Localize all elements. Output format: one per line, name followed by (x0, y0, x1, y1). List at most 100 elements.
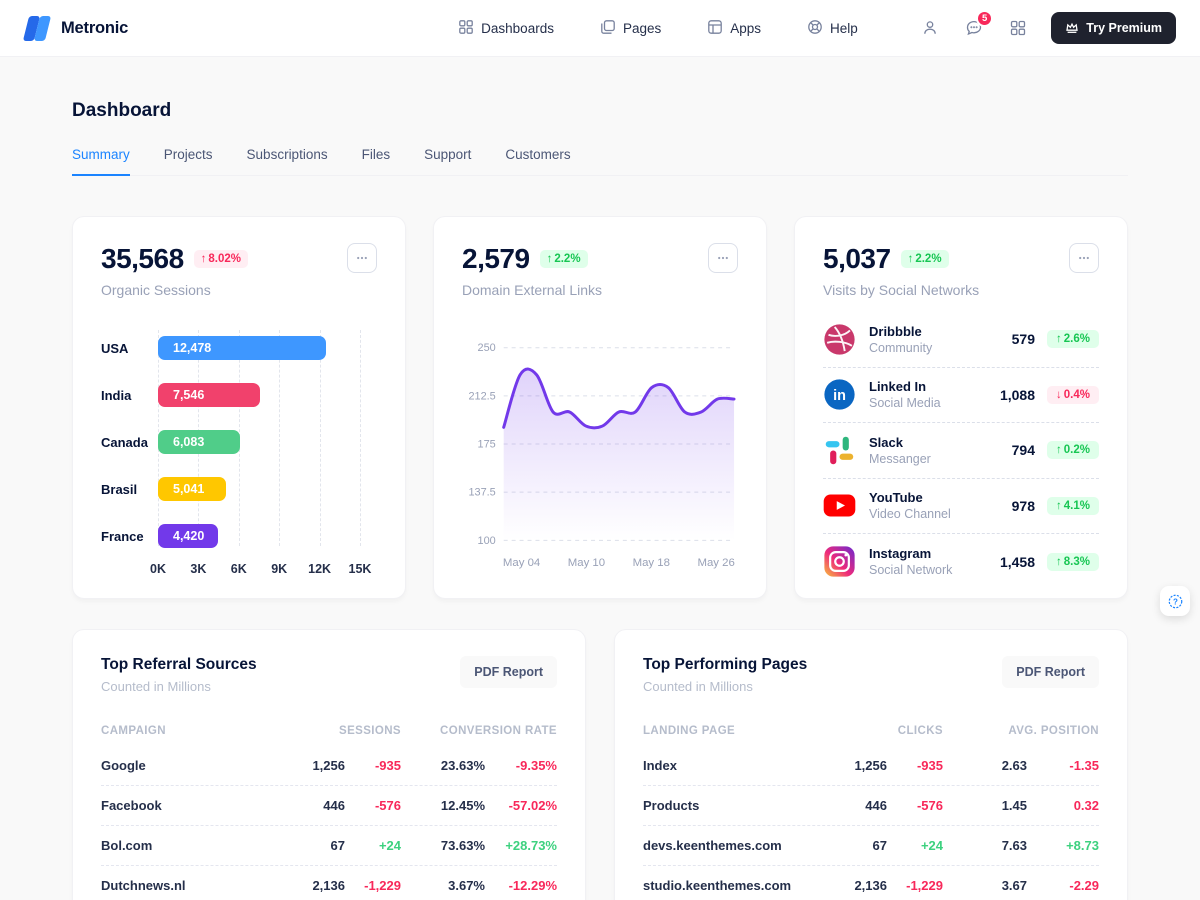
social-2-delta-badge: ↑ 0.2% (1047, 441, 1099, 460)
x-axis-tick: 0K (150, 562, 166, 576)
trend-arrow-icon: ↑ (1056, 333, 1062, 346)
table-title: Top Referral Sources (101, 656, 257, 673)
row-value-2: 12.45% (440, 798, 485, 813)
x-axis-tick: 15K (348, 562, 372, 576)
domain-links-delta-badge: ↑ 2.2% (539, 250, 588, 268)
social-name: Slack (869, 434, 903, 450)
youtube-icon (823, 489, 856, 522)
tab-customers[interactable]: Customers (505, 147, 571, 162)
social-name: YouTube (869, 490, 923, 506)
trend-arrow-icon: ↓ (1056, 388, 1062, 401)
row-value-1: 1,256 (312, 758, 345, 773)
row-value-2: 7.63 (1001, 838, 1027, 853)
row-name: studio.keenthemes.com (643, 878, 792, 893)
table-row: Products 446 -576 1.45 0.32 (643, 786, 1099, 826)
row-delta-1: -576 (374, 798, 401, 813)
trend-arrow-icon: ↑ (1056, 444, 1062, 457)
social-visits-value: 5,037 (823, 243, 891, 274)
row-value-2: 2.63 (1001, 758, 1027, 773)
row-value-1: 446 (323, 798, 345, 813)
domain-links-label: Domain External Links (462, 282, 603, 298)
nav-item-dashboards[interactable]: Dashboards (458, 19, 554, 38)
bar-row-india: India 7,546 (101, 383, 377, 407)
row-value-1: 2,136 (854, 878, 887, 893)
crown-icon (1066, 22, 1079, 33)
trend-arrow-icon: ↑ (907, 253, 914, 265)
tab-subscriptions[interactable]: Subscriptions (246, 147, 328, 162)
tab-projects[interactable]: Projects (163, 147, 213, 162)
svg-text:May 10: May 10 (568, 557, 605, 569)
apps-grid-icon[interactable] (1007, 17, 1029, 39)
messages-icon[interactable]: 5 (963, 10, 994, 39)
linkedin-icon: in (823, 378, 856, 411)
card-menu-button[interactable] (1069, 243, 1099, 273)
card-menu-button[interactable] (708, 243, 738, 273)
trend-arrow-icon: ↑ (200, 253, 207, 265)
x-axis-tick: 6K (230, 562, 247, 576)
x-axis-tick: 3K (190, 562, 207, 576)
table-subtitle: Counted in Millions (101, 679, 211, 694)
row-value-2: 3.67 (1001, 878, 1027, 893)
table-row: Index 1,256 -935 2.63 -1.35 (643, 746, 1099, 786)
row-delta-2: 0.32 (1073, 798, 1099, 813)
tab-support[interactable]: Support (424, 147, 472, 162)
bar-category-label: India (101, 387, 132, 403)
social-category: Community (869, 340, 933, 355)
row-value-1: 67 (330, 838, 345, 853)
pdf-report-button[interactable]: PDF Report (1002, 656, 1099, 688)
row-value-2: 1.45 (1001, 798, 1027, 813)
bar-chart-x-axis: 0K 3K 6K 9K 12K 15K (150, 562, 371, 578)
user-icon[interactable] (919, 17, 941, 39)
social-1-delta-badge: ↓ 0.4% (1047, 385, 1099, 404)
social-4-delta-badge: ↑ 8.3% (1047, 552, 1099, 571)
social-value: 1,458 (999, 553, 1035, 570)
row-delta-1: +24 (378, 838, 401, 853)
row-delta-2: +28.73% (505, 838, 557, 853)
row-name: Facebook (101, 798, 162, 813)
instagram-icon (823, 545, 856, 578)
trend-arrow-icon: ↑ (546, 253, 553, 265)
row-name: Bol.com (101, 838, 153, 853)
bar-brasil: 5,041 (158, 477, 226, 501)
domain-links-line-chart: 250 212.5 175 137.5 100 May 04 May 10 May 18 May… (462, 324, 738, 572)
nav-item-apps[interactable]: Apps (707, 19, 761, 38)
top-navbar: Metronic Dashboards Pages Apps Help 5 Try P… (0, 0, 1200, 57)
row-value-2: 73.63% (440, 838, 485, 853)
nav-item-label: Help (830, 20, 858, 36)
dribbble-icon (823, 323, 856, 356)
bar-row-canada: Canada 6,083 (101, 430, 377, 454)
row-name: devs.keenthemes.com (643, 838, 782, 853)
organic-sessions-card: 35,568 ↑ 8.02% Organic Sessions USA 12,478… (72, 216, 406, 599)
floating-help-button[interactable]: ? (1160, 586, 1190, 616)
tab-summary[interactable]: Summary (72, 147, 130, 176)
country-bar-chart: USA 12,478 India 7,546 Canada 6,083 Brasil 5,04… (101, 330, 377, 578)
row-name: Index (643, 758, 677, 773)
nav-item-pages[interactable]: Pages (600, 19, 661, 38)
try-premium-button[interactable]: Try Premium (1051, 12, 1176, 44)
row-value-1: 2,136 (312, 878, 345, 893)
bar-category-label: Canada (101, 434, 148, 450)
nav-item-label: Dashboards (481, 20, 554, 36)
main-nav: Dashboards Pages Apps Help (458, 19, 858, 38)
nav-item-help[interactable]: Help (807, 19, 858, 38)
bar-france: 4,420 (158, 524, 218, 548)
svg-text:250: 250 (478, 342, 496, 354)
x-axis-tick: 12K (308, 562, 332, 576)
brand-name: Metronic (61, 18, 129, 37)
trend-arrow-icon: ↑ (1056, 555, 1062, 568)
svg-text:175: 175 (478, 439, 496, 451)
brand-logo[interactable]: Metronic (22, 15, 129, 41)
nav-item-label: Pages (622, 20, 662, 36)
bar-usa: 12,478 (158, 336, 327, 360)
social-value: 794 (1011, 442, 1035, 459)
tab-files[interactable]: Files (361, 147, 391, 162)
page-title: Dashboard (72, 100, 172, 121)
social-visits-label: Visits by Social Networks (823, 282, 980, 298)
bar-value-label: 5,041 (173, 482, 205, 496)
social-row-linked-in: in Linked In Social Media 1,088 ↓ 0.4% (823, 368, 1099, 423)
pdf-report-button[interactable]: PDF Report (460, 656, 557, 688)
table-row: Facebook 446 -576 12.45% -57.02% (101, 786, 557, 826)
domain-links-value: 2,579 (462, 243, 530, 274)
card-menu-button[interactable] (347, 243, 377, 273)
bar-category-label: France (101, 528, 144, 544)
